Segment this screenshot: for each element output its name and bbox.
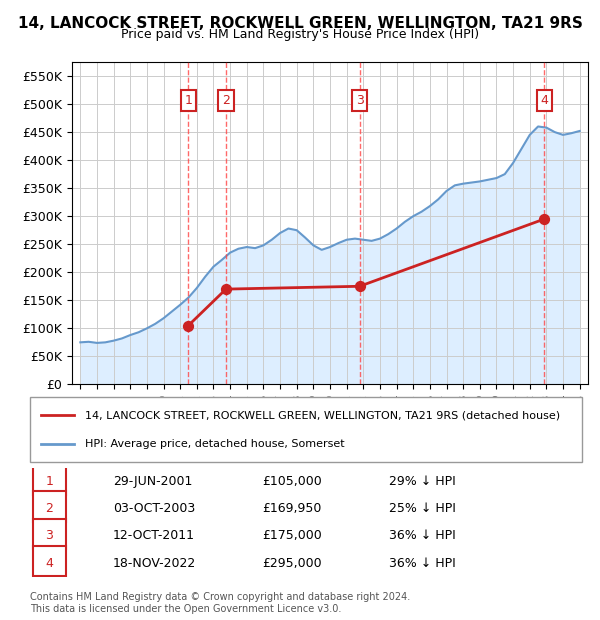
Text: 2: 2 <box>46 502 53 515</box>
Text: 03-OCT-2003: 03-OCT-2003 <box>113 502 195 515</box>
Text: 29-JUN-2001: 29-JUN-2001 <box>113 475 192 488</box>
Text: 25% ↓ HPI: 25% ↓ HPI <box>389 502 455 515</box>
Text: 36% ↓ HPI: 36% ↓ HPI <box>389 557 455 570</box>
Text: 12-OCT-2011: 12-OCT-2011 <box>113 529 195 542</box>
FancyBboxPatch shape <box>33 546 66 576</box>
Text: 29% ↓ HPI: 29% ↓ HPI <box>389 475 455 488</box>
Text: £169,950: £169,950 <box>262 502 321 515</box>
Text: 4: 4 <box>541 94 548 107</box>
Text: HPI: Average price, detached house, Somerset: HPI: Average price, detached house, Some… <box>85 439 345 449</box>
Text: 3: 3 <box>46 529 53 542</box>
Text: 14, LANCOCK STREET, ROCKWELL GREEN, WELLINGTON, TA21 9RS: 14, LANCOCK STREET, ROCKWELL GREEN, WELL… <box>17 16 583 30</box>
Text: £175,000: £175,000 <box>262 529 322 542</box>
FancyBboxPatch shape <box>33 492 66 522</box>
Text: 36% ↓ HPI: 36% ↓ HPI <box>389 529 455 542</box>
Text: £105,000: £105,000 <box>262 475 322 488</box>
Text: 14, LANCOCK STREET, ROCKWELL GREEN, WELLINGTON, TA21 9RS (detached house): 14, LANCOCK STREET, ROCKWELL GREEN, WELL… <box>85 410 560 420</box>
Point <box>184 321 193 330</box>
FancyBboxPatch shape <box>30 397 582 462</box>
Text: 4: 4 <box>46 557 53 570</box>
Text: 1: 1 <box>46 475 53 488</box>
Text: Contains HM Land Registry data © Crown copyright and database right 2024.
This d: Contains HM Land Registry data © Crown c… <box>30 592 410 614</box>
Point <box>539 214 549 224</box>
Text: 3: 3 <box>356 94 364 107</box>
Text: 2: 2 <box>222 94 230 107</box>
FancyBboxPatch shape <box>33 464 66 495</box>
Text: 1: 1 <box>184 94 192 107</box>
Point <box>221 284 231 294</box>
Text: Price paid vs. HM Land Registry's House Price Index (HPI): Price paid vs. HM Land Registry's House … <box>121 28 479 41</box>
Text: £295,000: £295,000 <box>262 557 322 570</box>
Point <box>355 281 364 291</box>
FancyBboxPatch shape <box>33 518 66 549</box>
Text: 18-NOV-2022: 18-NOV-2022 <box>113 557 196 570</box>
